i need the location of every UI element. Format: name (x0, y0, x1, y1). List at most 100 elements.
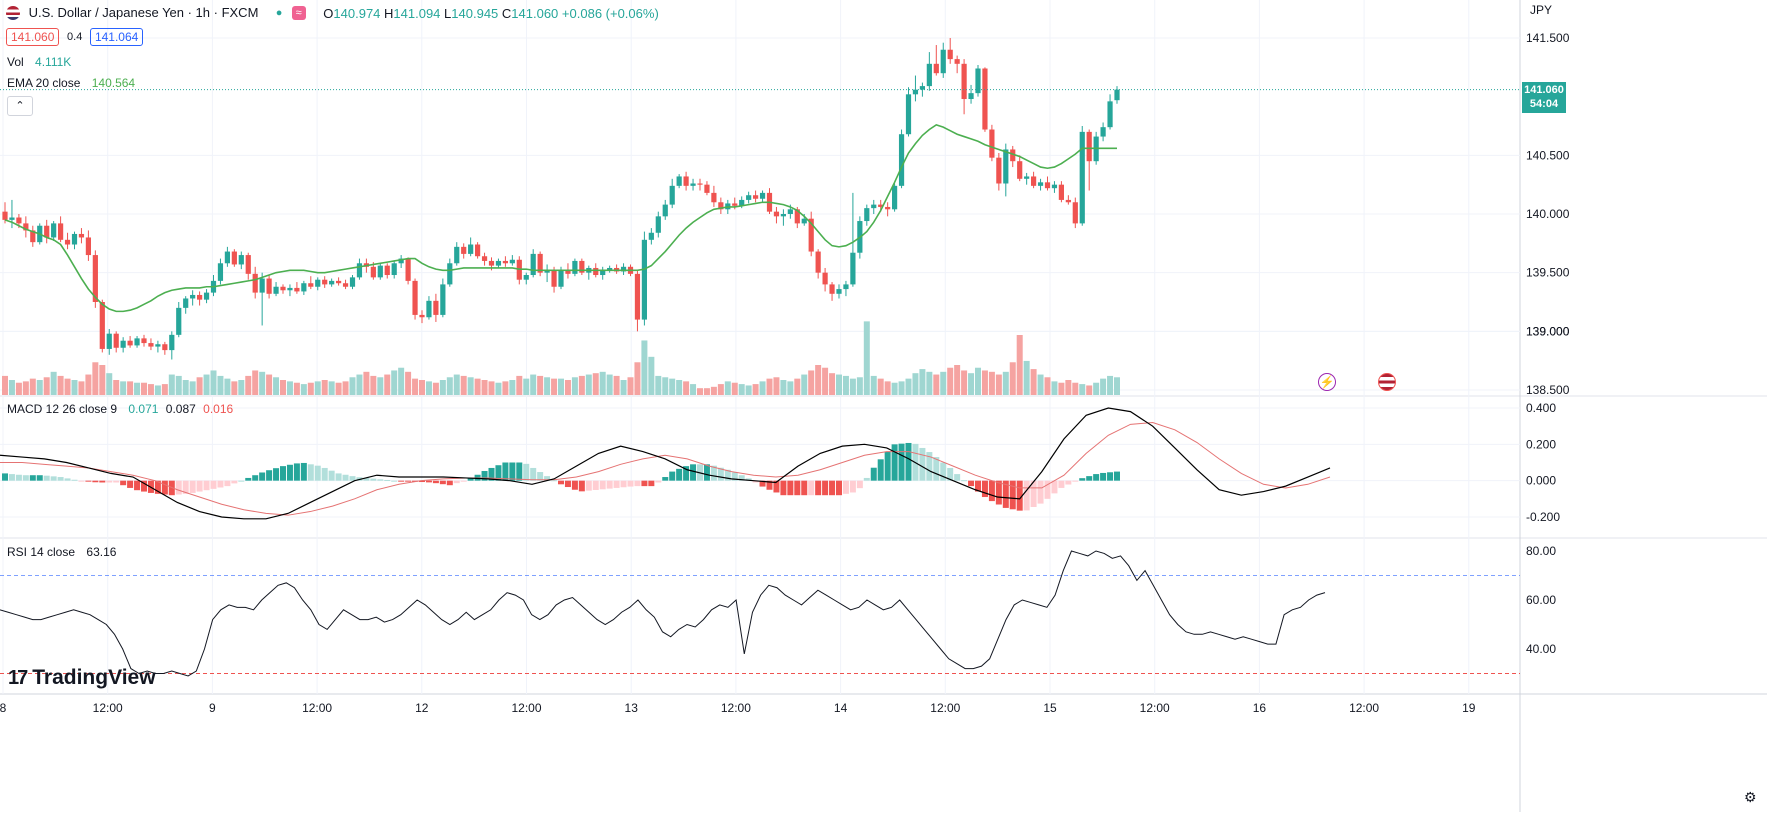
macd-histogram-bar (134, 480, 141, 491)
volume-bar (106, 373, 113, 395)
currency-label[interactable]: JPY (1530, 3, 1553, 17)
volume-bar (1016, 335, 1023, 395)
volume-bar (196, 377, 203, 395)
volume-bar (836, 374, 842, 395)
volume-bar (280, 380, 286, 395)
volume-bar (259, 371, 266, 395)
macd-histogram-bar (245, 477, 252, 481)
rsi-legend[interactable]: RSI 14 close 63.16 (7, 545, 117, 559)
macd-histogram-bar (370, 478, 377, 481)
volume-bar (627, 377, 634, 395)
candle-body (648, 232, 654, 240)
macd-histogram-bar (460, 480, 467, 482)
volume-bar (29, 378, 36, 395)
volume-bar (22, 381, 29, 395)
volume-bar (481, 380, 488, 395)
macd-histogram-bar (599, 480, 606, 490)
candle-body (919, 86, 925, 90)
symbol-title[interactable]: U.S. Dollar / Japanese Yen · 1h · FXCM (28, 5, 259, 21)
candle-body (217, 263, 224, 281)
macd-histogram-bar (641, 480, 648, 487)
candle-body (1072, 202, 1078, 224)
macd-histogram-bar (1065, 480, 1072, 485)
volume-bar (1107, 375, 1114, 395)
volume-bar (1037, 374, 1044, 395)
macd-histogram-bar (349, 476, 356, 481)
sell-button[interactable]: 141.060 (6, 28, 60, 46)
macd-histogram-bar (571, 480, 578, 490)
macd-histogram-bar (544, 476, 551, 481)
volume-bar (891, 382, 898, 395)
candle-body (155, 344, 161, 347)
candle-body (377, 265, 383, 278)
market-status-icon[interactable]: ● (272, 5, 287, 20)
rsi-axis-tick: 40.00 (1526, 642, 1556, 656)
candle-body (280, 286, 286, 291)
candle-body (905, 94, 912, 135)
candle-body (433, 300, 439, 315)
volume-bar (92, 362, 99, 395)
macd-histogram-bar (787, 480, 794, 496)
time-axis-label: 12:00 (721, 701, 751, 715)
tradingview-logo[interactable]: 17 TradingView (8, 666, 156, 689)
volume-bar (460, 375, 467, 395)
price-axis-tick: 140.000 (1526, 207, 1570, 221)
volume-bar (877, 378, 884, 395)
macd-histogram-bar (662, 477, 669, 481)
macd-histogram-bar (829, 480, 836, 496)
volume-legend[interactable]: Vol 4.111K (7, 55, 72, 69)
volume-bar (981, 370, 988, 395)
volume-bar (203, 374, 210, 395)
rsi-value: 63.16 (86, 545, 117, 559)
macd-axis-tick: 0.400 (1526, 401, 1556, 415)
us-flag-icon (6, 5, 20, 20)
volume-bar (655, 375, 662, 395)
macd-histogram-bar (189, 480, 196, 493)
rsi-line (0, 550, 1326, 677)
macd-histogram-bar (64, 478, 71, 481)
macd-histogram-bar (238, 480, 245, 482)
candle-body (30, 230, 36, 243)
candle-body (231, 251, 237, 265)
time-axis-label: 13 (625, 701, 639, 715)
macd-histogram-bar (1051, 480, 1058, 494)
settings-gear-icon[interactable]: ⚙ (1744, 789, 1757, 805)
macd-legend[interactable]: MACD 12 26 close 9 0.071 0.087 0.016 (7, 402, 234, 416)
macd-histogram-bar (266, 470, 273, 481)
time-axis-label: 12:00 (302, 701, 332, 715)
macd-histogram-bar (453, 480, 460, 484)
macd-histogram-bar (161, 480, 168, 495)
macd-histogram-bar (175, 480, 182, 495)
candle-body (454, 246, 460, 264)
data-status-icon[interactable]: ≈ (291, 5, 306, 20)
ema-legend[interactable]: EMA 20 close 140.564 (7, 76, 136, 90)
candle-body (801, 218, 807, 224)
candle-body (753, 195, 759, 199)
macd-histogram-bar (627, 480, 634, 487)
volume-bar (147, 384, 154, 395)
candle-body (1100, 127, 1106, 137)
candle-body (488, 260, 495, 266)
buy-button[interactable]: 141.064 (89, 28, 144, 46)
candle-body (259, 278, 265, 293)
macd-histogram-bar (120, 480, 127, 486)
collapse-legend-button[interactable]: ⌃ (7, 96, 33, 116)
volume-bar (210, 370, 217, 395)
volume-bar (509, 380, 516, 395)
volume-bar (697, 388, 703, 395)
macd-histogram-bar (877, 459, 884, 481)
ema-line (4, 123, 1117, 313)
price-axis-tick: 139.000 (1526, 324, 1570, 338)
candle-body (2, 211, 8, 220)
macd-histogram-bar (92, 480, 99, 483)
us-economic-event-icon[interactable] (1378, 373, 1396, 391)
macd-histogram-bar (1100, 472, 1107, 481)
lightning-event-icon[interactable]: ⚡ (1318, 373, 1336, 391)
volume-bar (384, 374, 391, 395)
candle-body (815, 251, 821, 273)
macd-histogram-bar (384, 479, 391, 481)
candle-body (1058, 184, 1064, 200)
candle-body (676, 176, 682, 186)
volume-bar (141, 382, 147, 395)
